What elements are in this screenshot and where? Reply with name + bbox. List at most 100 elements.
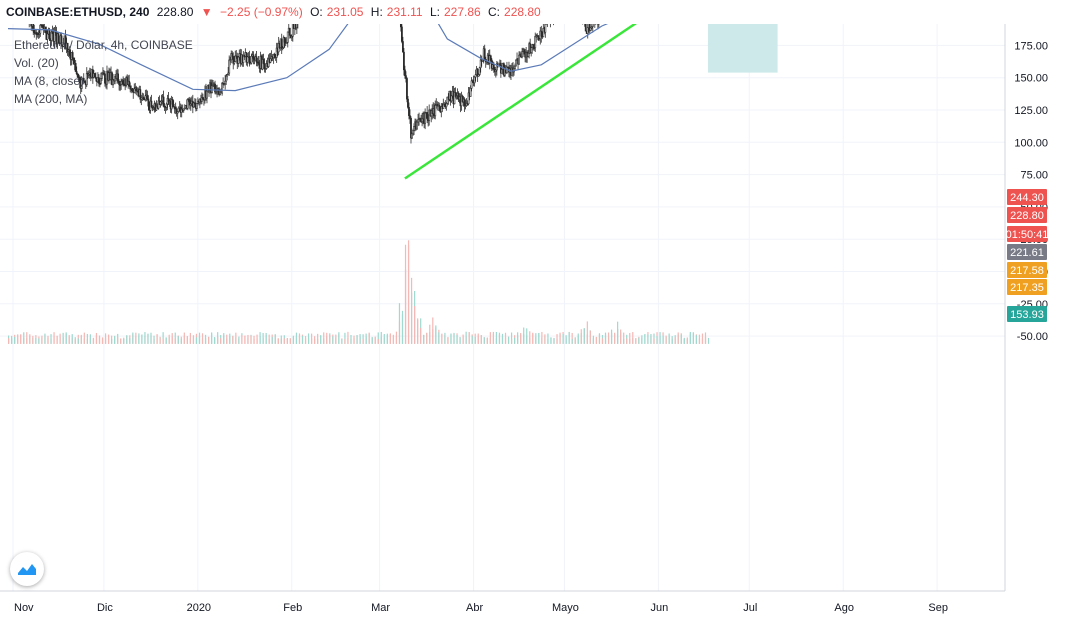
volume-bar bbox=[95, 332, 98, 344]
volume-bar bbox=[592, 338, 594, 344]
candle-body bbox=[177, 107, 180, 112]
legend-ma-short[interactable]: MA (8, close) bbox=[14, 74, 85, 88]
volume-bar bbox=[289, 338, 291, 344]
x-tick-label: Ago bbox=[834, 602, 854, 614]
candle-body bbox=[229, 59, 232, 62]
y-tick-label: 125.00 bbox=[1014, 105, 1048, 117]
volume-bar bbox=[329, 334, 331, 344]
volume-bar bbox=[550, 337, 552, 344]
volume-bar bbox=[168, 334, 170, 344]
candle-body bbox=[249, 62, 252, 65]
volume-bar bbox=[256, 338, 258, 344]
candle-body bbox=[467, 92, 470, 105]
candle-body bbox=[469, 87, 472, 97]
candle-body bbox=[237, 56, 240, 64]
volume-bar bbox=[614, 332, 616, 344]
volume-bar bbox=[665, 335, 667, 344]
x-tick-label: Abr bbox=[466, 602, 483, 614]
volume-bar bbox=[353, 335, 355, 344]
volume-bar bbox=[377, 339, 379, 344]
volume-bar bbox=[495, 332, 498, 344]
legend-title[interactable]: Ethereum / Dólar, 4h, COINBASE bbox=[14, 38, 193, 52]
open-value: 231.05 bbox=[326, 5, 364, 19]
volume-bar bbox=[232, 335, 234, 344]
candle-body bbox=[275, 47, 278, 58]
candle-body bbox=[419, 118, 421, 120]
volume-bar bbox=[514, 337, 516, 344]
candle-body bbox=[590, 26, 593, 29]
candle-body bbox=[454, 92, 457, 97]
volume-bar bbox=[135, 332, 137, 344]
volume-bar bbox=[265, 334, 267, 344]
candle-body bbox=[50, 31, 53, 41]
volume-bar bbox=[89, 337, 92, 344]
volume-bar bbox=[104, 337, 107, 344]
candle-body bbox=[523, 49, 526, 53]
volume-bar bbox=[383, 333, 385, 344]
volume-bar bbox=[153, 335, 155, 344]
candle-body bbox=[201, 97, 203, 102]
candle-body bbox=[424, 112, 427, 124]
candle-body bbox=[226, 74, 229, 77]
volume-bar bbox=[17, 335, 19, 344]
price-badge bbox=[1007, 244, 1047, 260]
candle-body bbox=[261, 59, 264, 70]
candle-body bbox=[46, 33, 49, 40]
candle-body bbox=[257, 61, 260, 64]
candle-body bbox=[111, 72, 113, 86]
volume-bar bbox=[365, 333, 367, 344]
candle-body bbox=[176, 111, 179, 114]
volume-bar bbox=[162, 332, 164, 344]
candle-body bbox=[212, 84, 214, 87]
volume-bar bbox=[71, 334, 73, 344]
candle-body bbox=[477, 74, 480, 77]
y-tick-label: -50.00 bbox=[1017, 331, 1048, 343]
price-chart[interactable]: 375.00350.00325.00300.00275.00250.00225.… bbox=[0, 24, 1073, 623]
volume-bar bbox=[656, 336, 658, 344]
volume-bar bbox=[304, 336, 307, 344]
candle-body bbox=[540, 30, 543, 37]
volume-bar bbox=[577, 335, 579, 344]
volume-bar bbox=[586, 321, 588, 344]
candle-body bbox=[234, 55, 237, 62]
candle-body bbox=[99, 83, 101, 85]
volume-bar bbox=[410, 277, 413, 344]
volume-bar bbox=[629, 332, 631, 344]
volume-bar bbox=[547, 333, 549, 344]
volume-bar bbox=[220, 338, 222, 344]
volume-bar bbox=[298, 333, 301, 344]
volume-bar bbox=[207, 336, 210, 344]
candle-body bbox=[479, 59, 482, 69]
legend-volume[interactable]: Vol. (20) bbox=[14, 56, 59, 70]
volume-bar bbox=[335, 334, 337, 344]
symbol-name[interactable]: COINBASE:ETHUSD, 240 bbox=[6, 5, 150, 19]
volume-bar bbox=[407, 240, 410, 344]
legend-ma-long[interactable]: MA (200, MA) bbox=[14, 92, 88, 106]
candle-body bbox=[399, 24, 402, 28]
volume-bar bbox=[392, 334, 395, 344]
volume-bar bbox=[241, 335, 243, 344]
price-badge bbox=[1007, 189, 1047, 205]
candle-body bbox=[146, 94, 149, 100]
candle-body bbox=[192, 102, 195, 108]
candle-body bbox=[534, 35, 537, 49]
candle-body bbox=[122, 79, 125, 85]
ascending-trendline bbox=[404, 24, 638, 180]
high-value: 231.11 bbox=[386, 5, 423, 19]
volume-bar bbox=[41, 335, 43, 344]
candle-body bbox=[532, 44, 535, 48]
volume-bar bbox=[344, 338, 346, 344]
volume-bar bbox=[474, 336, 476, 344]
volume-bar bbox=[120, 338, 122, 344]
volume-bar bbox=[174, 338, 176, 344]
candle-body bbox=[83, 80, 86, 83]
tradingview-logo-icon[interactable] bbox=[10, 552, 44, 586]
volume-bar bbox=[701, 333, 704, 344]
volume-bar bbox=[107, 336, 110, 344]
open-label: O: bbox=[310, 5, 323, 19]
candle-body bbox=[403, 51, 405, 71]
candle-body bbox=[93, 73, 96, 78]
down-arrow-icon: ▼ bbox=[200, 5, 213, 19]
volume-bar bbox=[92, 338, 95, 344]
candle-body bbox=[537, 35, 540, 40]
